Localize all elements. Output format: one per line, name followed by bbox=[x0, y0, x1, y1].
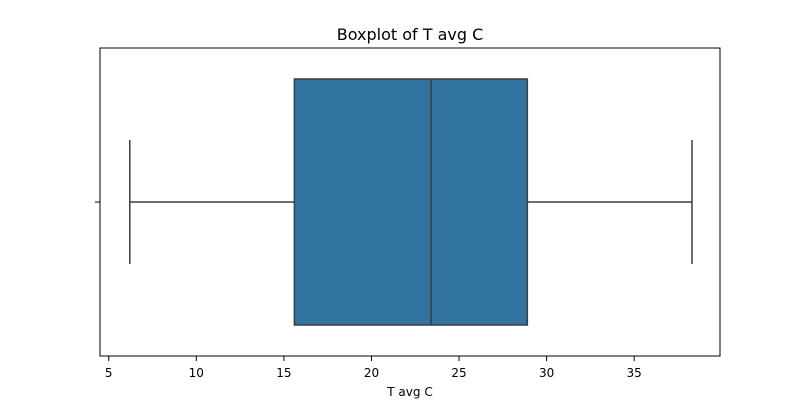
x-tick-label: 35 bbox=[627, 366, 642, 380]
x-axis-label: T avg C bbox=[386, 385, 432, 399]
box-iqr bbox=[293, 78, 529, 326]
x-tick-label: 25 bbox=[451, 366, 466, 380]
plot-area bbox=[129, 78, 693, 326]
x-tick-label: 30 bbox=[539, 366, 554, 380]
chart-title: Boxplot of T avg C bbox=[337, 25, 484, 44]
x-tick-label: 20 bbox=[364, 366, 379, 380]
x-tick-label: 15 bbox=[276, 366, 291, 380]
x-ticks: 5 10 15 20 25 30 35 bbox=[105, 356, 642, 380]
x-tick-label: 10 bbox=[189, 366, 204, 380]
x-tick-label: 5 bbox=[105, 366, 113, 380]
